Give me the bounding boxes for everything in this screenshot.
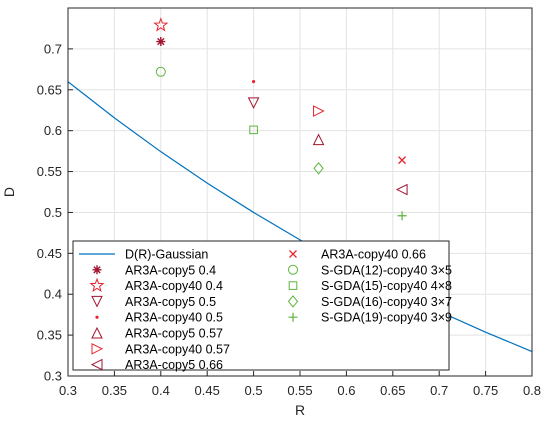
legend-entry: AR3A-copy40 0.4 <box>89 277 223 293</box>
legend-entry: AR3A-copy5 0.5 <box>91 295 216 309</box>
data-point-pentagram <box>153 17 169 32</box>
legend-marker-circle <box>288 264 298 275</box>
legend-marker-diamond <box>287 295 299 308</box>
legend-marker-triangle-up <box>91 326 103 339</box>
data-point-point <box>252 80 256 84</box>
legend-label: AR3A-copy40 0.4 <box>125 279 223 293</box>
plot-area <box>68 17 532 353</box>
legend-entry: AR3A-copy5 0.66 <box>90 358 223 372</box>
data-point-diamond <box>313 161 324 175</box>
x-tick-label: 0.7 <box>430 383 448 398</box>
ticks: 0.3 0.35 0.4 0.45 0.5 0.55 0.6 0.65 0.7 0.75 0.8 0.… <box>37 41 541 398</box>
legend-label: S-GDA(19)-copy40 3×9 <box>321 311 452 325</box>
y-tick-label: 0.45 <box>37 246 62 261</box>
legend-label: S-GDA(16)-copy40 3×7 <box>321 295 452 309</box>
data-point-triangle-left <box>395 183 408 196</box>
legend-label: AR3A-copy5 0.5 <box>125 295 216 309</box>
legend-entry: S-GDA(12)-copy40 3×5 <box>288 263 452 277</box>
legend-marker-point <box>95 315 99 319</box>
data-point-triangle-down <box>247 97 260 109</box>
x-tick-label: 0.4 <box>152 383 170 398</box>
legend-marker-triangle-right <box>91 342 104 355</box>
legend-label: AR3A-copy40 0.57 <box>125 342 230 356</box>
legend-label: AR3A-copy40 0.66 <box>321 248 426 262</box>
legend-entry: D(R)-Gaussian <box>79 248 208 262</box>
data-point-square <box>249 125 258 135</box>
legend-label: D(R)-Gaussian <box>125 248 208 262</box>
legend-entry: S-GDA(19)-copy40 3×9 <box>288 311 452 325</box>
y-tick-label: 0.7 <box>44 41 62 56</box>
legend-marker-x <box>289 250 297 258</box>
legend-entry: S-GDA(16)-copy40 3×7 <box>287 295 452 309</box>
x-tick-label: 0.35 <box>102 383 127 398</box>
legend-entry: S-GDA(15)-copy40 4×8 <box>288 279 452 293</box>
legend-entry: AR3A-copy5 0.57 <box>91 326 223 341</box>
legend-marker-plus <box>288 312 298 322</box>
series-line-d-r-gaussian <box>68 81 532 353</box>
x-tick-label: 0.6 <box>337 383 355 398</box>
legend-marker-square <box>288 281 298 290</box>
x-tick-label: 0.75 <box>473 383 498 398</box>
y-tick-label: 0.35 <box>37 328 62 343</box>
legend-label: AR3A-copy5 0.57 <box>125 327 223 341</box>
legend-marker-pentagram <box>89 277 105 293</box>
legend-marker-triangle-left <box>90 358 103 371</box>
legend-box <box>72 240 450 371</box>
legend-label: AR3A-copy40 0.5 <box>125 311 223 325</box>
legend-entry: AR3A-copy40 0.66 <box>289 248 426 262</box>
x-tick-label: 0.5 <box>245 383 263 398</box>
data-point-asterisk <box>156 37 166 47</box>
legend-label: AR3A-copy5 0.4 <box>125 263 216 277</box>
y-tick-label: 0.4 <box>44 287 62 302</box>
legend-marker-triangle-down <box>91 295 103 308</box>
x-tick-label: 0.65 <box>380 383 405 398</box>
data-point-x <box>398 156 407 165</box>
data-point-triangle-up <box>312 133 325 146</box>
data-point-circle <box>155 66 166 77</box>
y-tick-label: 0.65 <box>37 82 62 97</box>
x-tick-label: 0.45 <box>195 383 220 398</box>
y-tick-label: 0.5 <box>44 205 62 220</box>
x-tick-label: 0.3 <box>59 383 77 398</box>
data-point-triangle-right <box>313 105 325 117</box>
legend-label: S-GDA(15)-copy40 4×8 <box>321 279 452 293</box>
x-tick-label: 0.8 <box>523 383 541 398</box>
legend-entry: AR3A-copy40 0.5 <box>95 311 223 325</box>
legend-entry: AR3A-copy5 0.4 <box>92 263 216 277</box>
y-tick-label: 0.55 <box>37 164 62 179</box>
y-tick-label: 0.6 <box>44 123 62 138</box>
legend-marker-asterisk <box>92 265 102 275</box>
legend-entry: AR3A-copy40 0.57 <box>91 342 230 356</box>
data-point-plus <box>397 211 407 221</box>
legend-label: S-GDA(12)-copy40 3×5 <box>321 263 452 277</box>
x-tick-label: 0.55 <box>287 383 312 398</box>
x-axis-label: R <box>295 402 305 418</box>
y-tick-label: 0.3 <box>44 369 62 384</box>
legend-label: AR3A-copy5 0.66 <box>125 358 223 372</box>
y-axis-label: D <box>1 187 17 197</box>
